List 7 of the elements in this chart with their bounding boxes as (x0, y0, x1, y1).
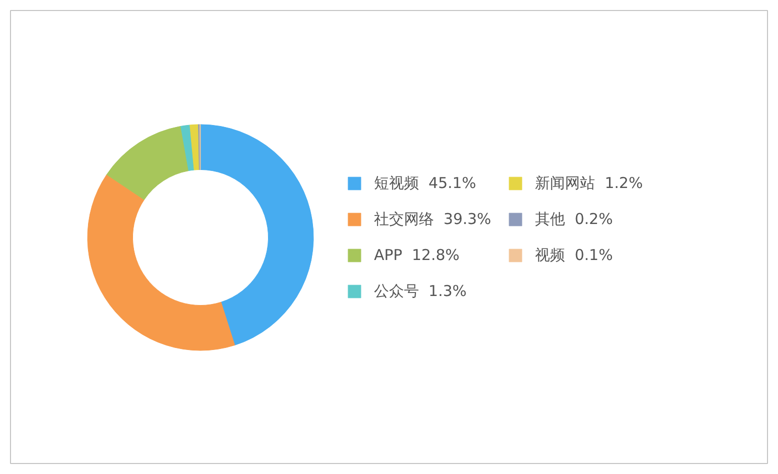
legend-label: 短视频 45.1% (374, 173, 476, 193)
legend-label: 社交网络 39.3% (374, 209, 492, 229)
legend-label: APP 12.8% (374, 245, 460, 265)
legend-label: 其他 0.2% (535, 209, 613, 229)
legend-label: 公众号 1.3% (374, 281, 467, 301)
legend-label: 视频 0.1% (535, 245, 613, 265)
legend-label: 新闻网站 1.2% (535, 173, 643, 193)
